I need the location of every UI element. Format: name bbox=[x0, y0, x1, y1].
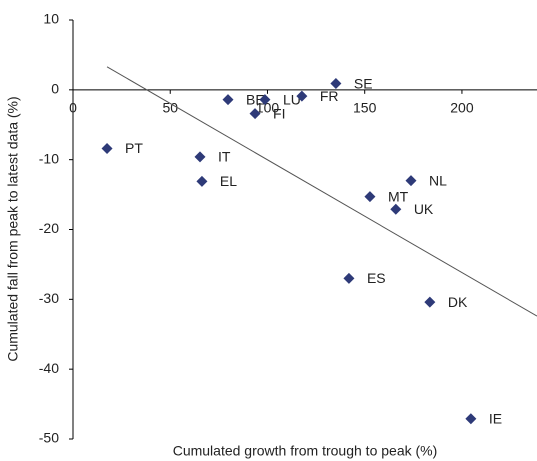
trend-line bbox=[106, 66, 537, 317]
x-axis-label: Cumulated growth from trough to peak (%) bbox=[173, 443, 438, 459]
point bbox=[196, 175, 208, 187]
x-tick-label: 0 bbox=[69, 100, 77, 116]
point-label: FI bbox=[273, 105, 285, 121]
point bbox=[249, 108, 261, 120]
point-label: IT bbox=[218, 149, 231, 165]
point-label: BE bbox=[246, 91, 265, 107]
point-label: FR bbox=[320, 88, 339, 104]
point bbox=[222, 94, 234, 106]
point-label: IE bbox=[489, 410, 502, 426]
point-label: DK bbox=[448, 294, 468, 310]
x-tick-label: 150 bbox=[353, 100, 377, 116]
point bbox=[330, 78, 342, 90]
x-tick-label: 200 bbox=[450, 100, 474, 116]
point-label: EL bbox=[220, 173, 237, 189]
y-tick-label: -10 bbox=[39, 150, 59, 166]
y-tick-label: -40 bbox=[39, 360, 59, 376]
point bbox=[364, 191, 376, 203]
y-tick-label: 10 bbox=[43, 11, 59, 27]
point bbox=[405, 175, 417, 187]
point bbox=[390, 203, 402, 215]
x-tick-label: 100 bbox=[256, 100, 280, 116]
point-label: ES bbox=[367, 270, 386, 286]
y-tick-label: 0 bbox=[51, 81, 59, 97]
point-label: UK bbox=[414, 201, 434, 217]
point-label: PT bbox=[125, 140, 143, 156]
point-label: LU bbox=[283, 91, 301, 107]
point bbox=[194, 151, 206, 163]
y-tick-label: -20 bbox=[39, 220, 59, 236]
point bbox=[465, 413, 477, 425]
y-tick-label: -30 bbox=[39, 290, 59, 306]
point bbox=[424, 296, 436, 308]
y-tick-label: -50 bbox=[39, 430, 59, 446]
point bbox=[259, 94, 271, 106]
x-tick-label: 50 bbox=[162, 100, 178, 116]
point-label: SE bbox=[354, 75, 373, 91]
point bbox=[343, 272, 355, 284]
y-axis-label: Cumulated fall from peak to latest data … bbox=[5, 96, 21, 361]
point bbox=[296, 90, 308, 102]
point bbox=[101, 142, 113, 154]
point-label: MT bbox=[388, 188, 409, 204]
point-label: NL bbox=[429, 172, 447, 188]
